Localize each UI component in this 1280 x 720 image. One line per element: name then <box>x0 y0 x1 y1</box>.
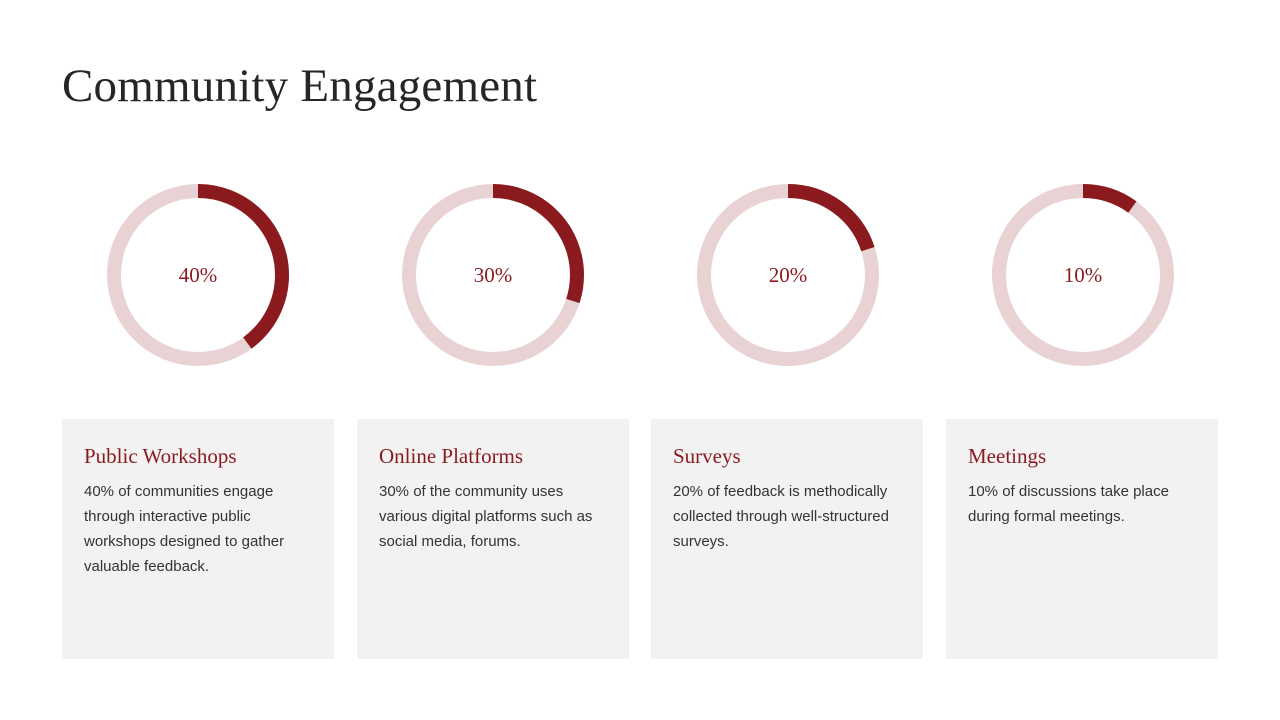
card-description: 20% of feedback is methodically collecte… <box>673 483 889 550</box>
donut-chart-public-workshops: 40% <box>107 184 289 366</box>
card-title: Public Workshops <box>84 444 237 468</box>
card-description: 40% of communities engage through intera… <box>84 483 285 575</box>
donut-value-arc <box>402 184 584 366</box>
card-title: Surveys <box>673 444 741 468</box>
donut-value-label: 20% <box>768 263 808 287</box>
donut-value-label: 30% <box>473 263 513 287</box>
donut-svg <box>992 184 1174 366</box>
page-title: Community Engagement <box>62 60 538 112</box>
donut-svg <box>697 184 879 366</box>
donut-chart-meetings: 10% <box>992 184 1174 366</box>
donut-chart-surveys: 20% <box>697 184 879 366</box>
donut-value-label: 40% <box>178 263 218 287</box>
donut-svg <box>402 184 584 366</box>
card-online-platforms: Online Platforms 30% of the community us… <box>357 419 629 659</box>
card-description: 30% of the community uses various digita… <box>379 483 593 550</box>
card-surveys: Surveys 20% of feedback is methodically … <box>651 419 923 659</box>
donut-value-arc <box>697 184 879 366</box>
donut-value-arc <box>107 184 289 366</box>
card-title: Meetings <box>968 444 1047 468</box>
card-description: 10% of discussions take place during for… <box>968 483 1169 525</box>
card-meetings: Meetings 10% of discussions take place d… <box>946 419 1218 659</box>
card-title: Online Platforms <box>379 444 524 468</box>
donut-svg <box>107 184 289 366</box>
donut-chart-online-platforms: 30% <box>402 184 584 366</box>
donut-value-arc <box>992 184 1174 366</box>
donut-value-label: 10% <box>1063 263 1103 287</box>
card-public-workshops: Public Workshops 40% of communities enga… <box>62 419 334 659</box>
